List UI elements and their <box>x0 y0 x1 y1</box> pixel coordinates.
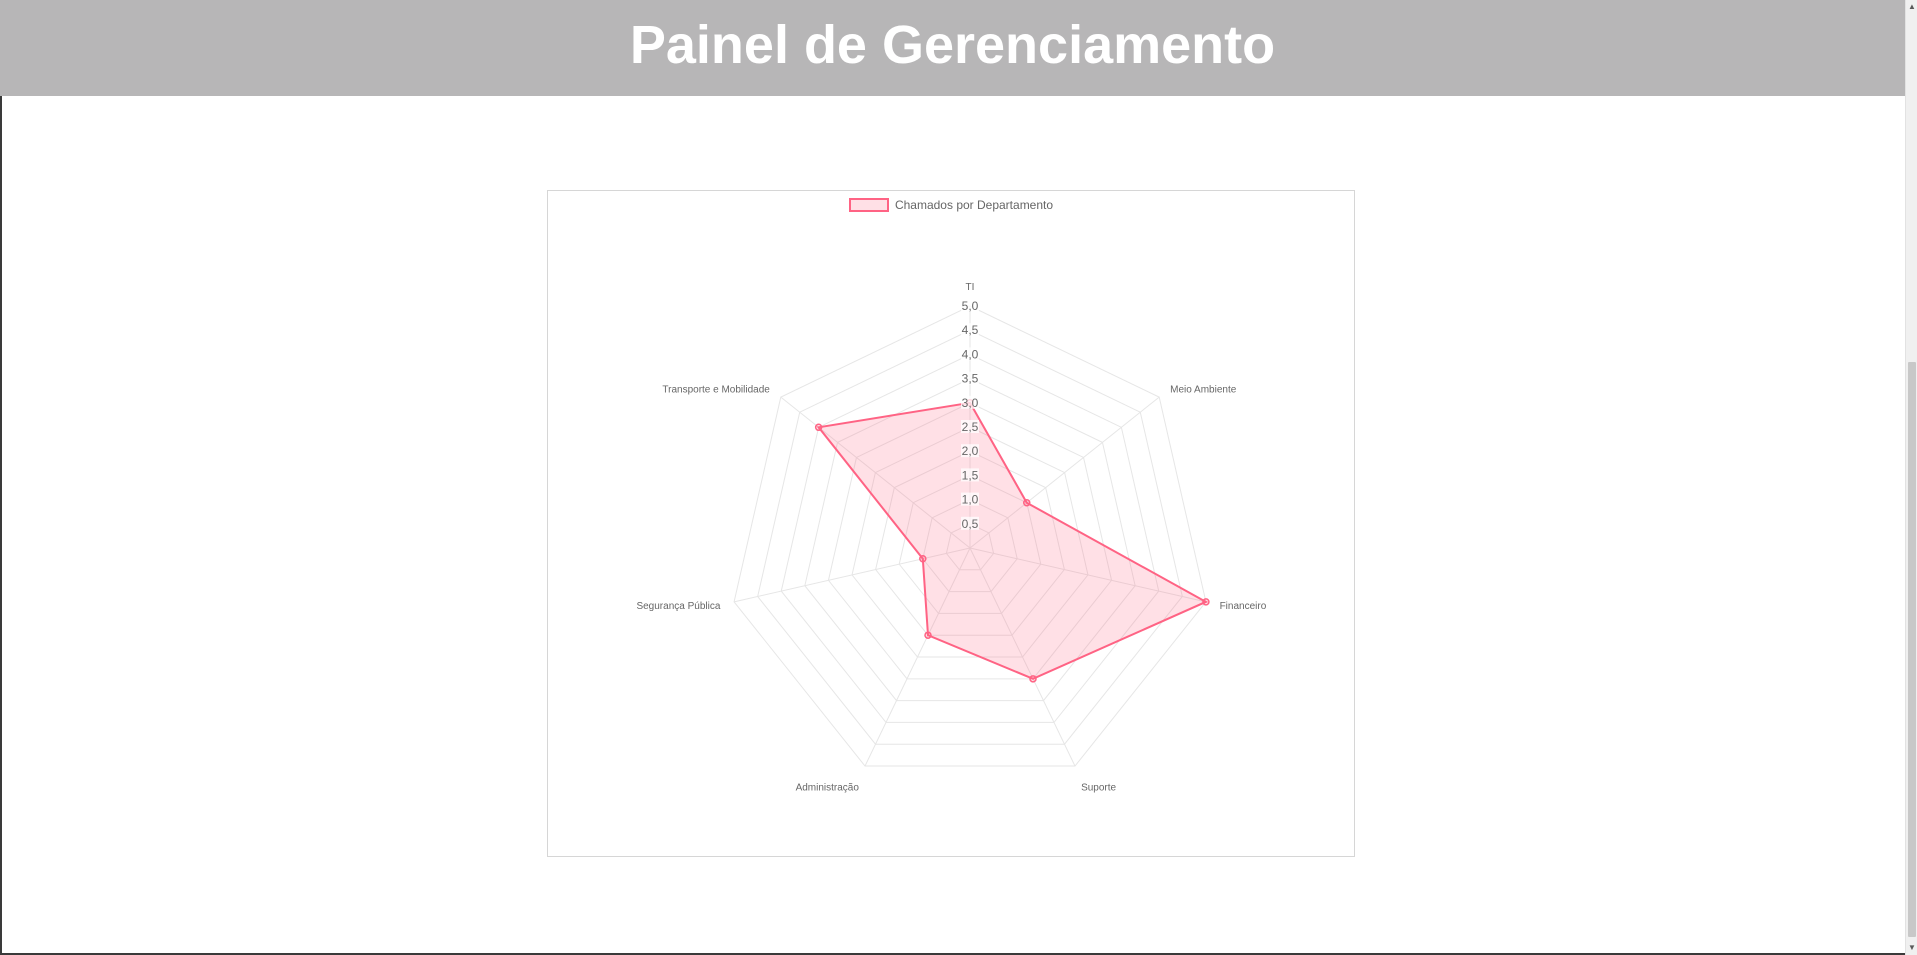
tick-label-bg <box>961 492 979 506</box>
legend-swatch <box>848 198 889 212</box>
data-point <box>919 555 927 563</box>
tick-label-bg <box>961 444 979 458</box>
tick-label: 5,0 <box>962 299 979 313</box>
tick-label: 4,5 <box>962 323 979 337</box>
page-header: Painel de Gerenciamento <box>0 0 1905 96</box>
data-point <box>924 631 932 639</box>
legend-label: Chamados por Departamento <box>894 198 1054 212</box>
grid-spoke <box>969 396 1160 549</box>
grid-ring <box>757 329 1183 745</box>
category-label: Meio Ambiente <box>1170 384 1237 395</box>
vertical-scrollbar[interactable]: ▲ ▼ <box>1905 0 1917 955</box>
tick-label-bg <box>961 323 979 337</box>
tick-label-bg <box>961 395 979 409</box>
data-point <box>1202 598 1210 606</box>
grid-ring <box>898 474 1042 614</box>
tick-label: 3,5 <box>962 372 979 386</box>
grid-ring <box>780 353 1160 723</box>
grid-spoke <box>969 547 1207 603</box>
chart-legend[interactable]: Chamados por Departamento <box>548 198 1354 212</box>
tick-label-bg <box>961 516 979 530</box>
grid-ring <box>804 378 1136 702</box>
grid-ring <box>733 305 1207 767</box>
tick-label: 1,5 <box>962 468 979 482</box>
category-label: Suporte <box>1081 783 1116 794</box>
scroll-down-arrow-icon[interactable]: ▼ <box>1908 943 1916 952</box>
grid-ring <box>827 402 1113 680</box>
data-point <box>1029 675 1037 683</box>
radar-svg: 0,5 1,0 1,5 2,0 2,5 3,0 3,5 4,0 4,5 5,0 TI Meio Amb… <box>636 282 1267 794</box>
grid-spoke <box>864 547 971 767</box>
series-area <box>816 401 1209 680</box>
scroll-up-arrow-icon[interactable]: ▲ <box>1908 2 1916 11</box>
scroll-thumb[interactable] <box>1908 362 1916 937</box>
grid-spoke <box>733 547 971 603</box>
page-title: Painel de Gerenciamento <box>629 15 1276 75</box>
tick-label: 0,5 <box>962 517 979 531</box>
category-label: Administração <box>796 783 860 794</box>
tick-label: 3,0 <box>962 396 979 410</box>
tick-label: 2,5 <box>962 420 979 434</box>
tick-label: 1,0 <box>962 493 979 507</box>
category-label: Financeiro <box>1220 601 1267 612</box>
grid-ring <box>922 499 1018 593</box>
tick-label-bg <box>961 371 979 385</box>
grid-ring <box>851 426 1089 658</box>
category-label: Transporte e Mobilidade <box>662 384 770 395</box>
tick-label-bg <box>961 299 979 312</box>
category-label: Segurança Pública <box>636 601 720 612</box>
tick-label: 4,0 <box>962 347 979 361</box>
data-point <box>1023 498 1031 507</box>
tick-label-bg <box>961 468 979 482</box>
category-label: TI <box>966 282 975 293</box>
grid-ring <box>875 450 1065 636</box>
radar-chart: Chamados por Departamento 0,5 1,0 1,5 2,0 2,… <box>547 190 1355 857</box>
grid-spoke <box>780 396 971 549</box>
grid-spoke <box>969 547 1076 767</box>
grid-ring <box>945 523 995 571</box>
data-point <box>814 423 823 432</box>
tick-label-bg <box>961 420 979 433</box>
tick-label: 2,0 <box>962 444 979 458</box>
tick-label-bg <box>961 347 979 361</box>
